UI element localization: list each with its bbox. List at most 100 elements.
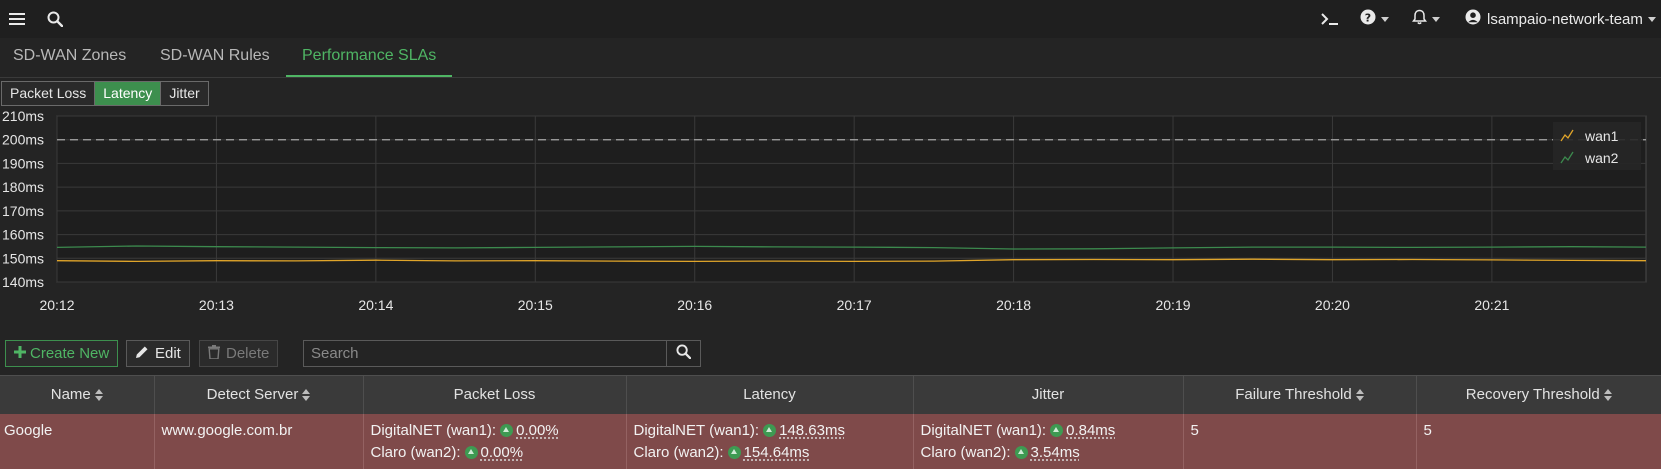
x-tick-label: 20:17 [837,297,872,313]
x-tick-label: 20:13 [199,297,234,313]
notifications-menu[interactable] [1412,9,1440,29]
x-tick-label: 20:16 [677,297,712,313]
x-tick-label: 20:18 [996,297,1031,313]
link-label: Claro (wan2): [370,443,461,461]
edit-button[interactable]: Edit [126,340,190,367]
legend-box [1553,122,1641,170]
legend-label-wan2: wan2 [1584,150,1619,166]
y-tick-label: 190ms [2,155,44,171]
cell-latency: DigitalNET (wan1): 148.63ms Claro (wan2):… [626,413,914,469]
delete-button[interactable]: Delete [199,340,279,367]
metric-line: Claro (wan2): 154.64ms [634,442,909,464]
y-tick-label: 210ms [2,110,44,124]
y-tick-label: 200ms [2,132,44,148]
x-tick-label: 20:15 [518,297,553,313]
status-up-icon [1050,424,1064,437]
latency-chart: 140ms 150ms 160ms 170ms 180ms 190ms 200ms 210ms… [2,110,1647,313]
sort-icon [94,389,103,402]
column-header-name[interactable]: Name [0,375,155,414]
link-label: Claro (wan2): [920,443,1011,461]
column-header-label: Latency [743,386,796,404]
sort-icon [1355,389,1364,402]
help-menu[interactable]: ? [1360,9,1389,29]
y-tick-label: 180ms [2,179,44,195]
metric-packet-loss-button[interactable]: Packet Loss [2,82,96,105]
metric-line: Claro (wan2): 0.00% [371,442,622,464]
column-header-label: Recovery Threshold [1465,386,1600,404]
column-header-recovery-threshold[interactable]: Recovery Threshold [1416,375,1661,414]
column-header-detect-server[interactable]: Detect Server [154,375,364,414]
series-line-wan2 [56,245,1647,250]
tab-sdwan-zones[interactable]: SD-WAN Zones [13,47,127,64]
y-tick-label: 170ms [2,203,44,219]
status-up-icon [464,446,478,459]
sort-icon [302,389,311,402]
column-header-label: Jitter [1031,386,1065,404]
metric-jitter-button[interactable]: Jitter [161,82,208,105]
create-new-label: Create New [30,345,110,362]
metric-latency-button[interactable]: Latency [95,82,162,105]
tab-sdwan-rules[interactable]: SD-WAN Rules [160,47,270,64]
cell-failure-threshold: 5 [1183,413,1417,469]
metric-line: DigitalNET (wan1): 0.00% [371,420,622,442]
sort-icon [1603,389,1612,402]
svg-text:?: ? [1365,11,1371,24]
link-label: DigitalNET (wan1): [633,421,760,439]
x-tick-label: 20:12 [39,297,74,313]
search-icon[interactable] [47,9,63,29]
chevron-down-icon [1647,16,1656,22]
table-row[interactable]: Google www.google.com.br DigitalNET (wan… [0,413,1661,469]
metric-value[interactable]: 3.54ms [1030,443,1080,461]
table-header-row: Name Detect Server Packet Loss Latency J… [0,375,1661,414]
hamburger-icon[interactable] [9,9,25,29]
series-line-wan1 [56,258,1647,263]
search-box [303,340,701,367]
tab-performance-slas[interactable]: Performance SLAs [302,47,437,64]
chevron-down-icon [1432,16,1440,22]
active-tab-indicator [286,75,452,77]
pencil-icon [135,345,149,363]
column-header-label: Packet Loss [453,386,536,404]
column-header-packet-loss: Packet Loss [363,375,627,414]
x-tick-label: 20:14 [358,297,393,313]
chevron-down-icon [1381,16,1389,22]
metric-value[interactable]: 0.00% [516,421,559,439]
create-new-button[interactable]: Create New [5,340,119,367]
column-header-label: Detect Server [206,386,299,404]
bell-icon [1412,9,1427,29]
metric-toggle: Packet Loss Latency Jitter [1,81,209,106]
delete-label: Delete [226,345,270,362]
status-up-icon [763,424,777,437]
column-header-label: Failure Threshold [1235,386,1352,404]
legend-label-wan1: wan1 [1584,128,1619,144]
metric-line: Claro (wan2): 3.54ms [921,442,1179,464]
status-up-icon [727,446,741,459]
terminal-icon[interactable] [1320,9,1340,29]
column-header-latency: Latency [626,375,914,414]
metric-value[interactable]: 154.64ms [743,443,810,461]
user-menu[interactable]: lsampaio-network-team [1465,9,1656,29]
column-header-failure-threshold[interactable]: Failure Threshold [1183,375,1417,414]
edit-label: Edit [155,345,181,362]
cell-detect-server: www.google.com.br [154,413,364,469]
link-label: Claro (wan2): [633,443,724,461]
x-tick-label: 20:20 [1315,297,1350,313]
link-label: DigitalNET (wan1): [920,421,1047,439]
metric-value[interactable]: 148.63ms [779,421,845,439]
metric-value[interactable]: 0.00% [480,443,524,461]
tab-bar: SD-WAN Zones SD-WAN Rules Performance SL… [0,38,1661,78]
user-circle-icon [1465,9,1481,29]
y-tick-label: 140ms [2,274,44,290]
user-name: lsampaio-network-team [1487,10,1643,28]
x-tick-label: 20:21 [1474,297,1509,313]
y-tick-label: 160ms [2,227,44,243]
status-up-icon [1014,446,1028,459]
y-tick-label: 150ms [2,250,44,266]
metric-value[interactable]: 0.84ms [1066,421,1116,439]
search-input[interactable] [304,341,666,366]
search-button[interactable] [666,341,700,366]
metric-line: DigitalNET (wan1): 0.84ms [921,420,1179,442]
cell-packet-loss: DigitalNET (wan1): 0.00% Claro (wan2): 0.0… [363,413,627,469]
status-up-icon [500,424,514,437]
metric-line: DigitalNET (wan1): 148.63ms [634,420,909,442]
